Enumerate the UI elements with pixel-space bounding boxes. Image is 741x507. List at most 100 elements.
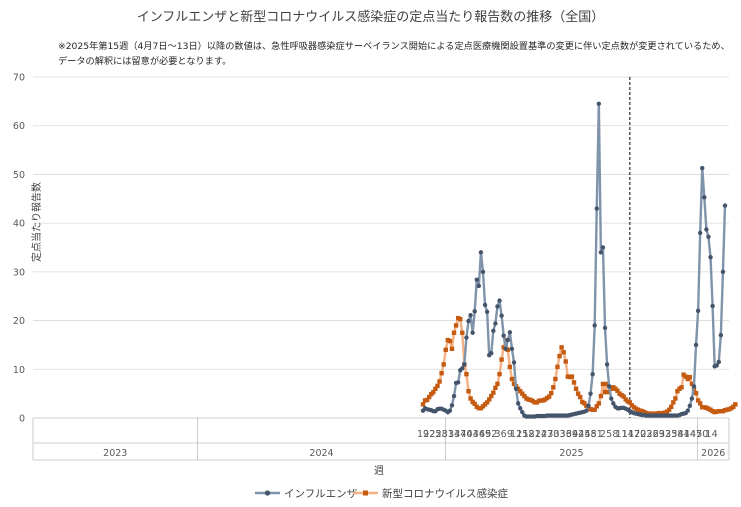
data-point-covid [458, 316, 463, 322]
x-tick-label: 23 [640, 429, 652, 440]
data-point-influenza [604, 362, 610, 367]
plot-area [420, 77, 738, 419]
data-point-influenza [468, 313, 473, 318]
x-tick-label: 45 [578, 429, 590, 440]
data-point-covid [594, 404, 599, 409]
data-point-covid [557, 353, 562, 359]
data-point-influenza [505, 337, 511, 343]
data-point-influenza [611, 401, 616, 406]
data-point-covid [439, 370, 444, 376]
data-point-covid [468, 396, 473, 401]
x-tick-label: 20 [634, 429, 646, 440]
data-point-influenza [722, 203, 728, 208]
chart-title: インフルエンザと新型コロナウイルス感染症の定点当たり報告数の推移（全国） [136, 10, 605, 25]
data-point-covid [596, 401, 602, 406]
x-tick-label: 40 [460, 429, 472, 440]
legend: インフルエンザ 新型コロナウイルス感染症 [255, 487, 508, 500]
legend-label-influenza: インフルエンザ [284, 488, 358, 500]
data-point-influenza [470, 330, 475, 335]
data-point-influenza [464, 335, 469, 340]
chart-note-line-1: ※2025年第15週（4月7日～13日）以降の数値は、急性呼吸器感染症サーベイラ… [58, 41, 730, 52]
data-point-influenza [704, 227, 709, 232]
data-point-influenza [710, 303, 715, 309]
x-tick-label: 34 [448, 429, 460, 440]
x-tick-label: 1 [705, 429, 711, 440]
data-point-covid [582, 401, 587, 406]
data-point-influenza [695, 308, 701, 314]
data-point-influenza [451, 393, 457, 399]
data-point-covid [424, 397, 430, 403]
data-point-influenza [598, 250, 604, 255]
data-point-covid [495, 381, 500, 387]
data-point-covid [553, 376, 558, 382]
x-tick-label: 36 [560, 429, 572, 440]
x-tick-label: 11 [616, 429, 628, 440]
data-point-covid [569, 374, 575, 379]
data-point-covid [511, 381, 517, 387]
data-point-influenza [689, 396, 695, 401]
data-point-covid [522, 393, 527, 399]
x-tick-label: 12 [510, 429, 522, 440]
x-tick-label: 49 [479, 429, 491, 440]
data-point-covid [679, 385, 684, 390]
data-point-covid [484, 400, 490, 405]
x-tick-label: 28 [436, 429, 448, 440]
data-point-influenza [606, 384, 612, 389]
data-point-covid [549, 390, 554, 396]
data-point-influenza [697, 230, 703, 236]
x-tick-label: 50 [696, 429, 708, 440]
data-point-covid [447, 338, 453, 344]
data-point-covid [466, 389, 471, 394]
x-tick-label: 32 [659, 429, 671, 440]
data-point-influenza [489, 351, 494, 356]
gridlines [33, 76, 729, 419]
data-point-covid [673, 396, 678, 401]
x-tick-label: 46 [473, 429, 485, 440]
data-point-influenza [718, 332, 724, 338]
data-point-influenza [588, 391, 593, 396]
data-point-influenza [594, 206, 599, 211]
data-point-covid [460, 330, 465, 335]
data-point-influenza [501, 333, 506, 338]
data-point-covid [683, 374, 688, 379]
data-point-influenza [590, 371, 595, 377]
data-point-influenza [472, 309, 477, 314]
data-point-covid [464, 371, 469, 377]
data-point-covid [604, 381, 610, 387]
data-point-influenza [503, 346, 508, 352]
data-point-covid [497, 371, 502, 377]
data-point-covid [441, 362, 446, 367]
x-tick-label: 29 [653, 429, 665, 440]
data-point-influenza [478, 250, 484, 255]
data-point-influenza [596, 101, 602, 106]
x-tick-label: 17 [628, 429, 640, 440]
data-point-influenza [476, 283, 482, 289]
y-tick-label: 60 [13, 121, 25, 132]
x-tick-label: 21 [529, 429, 541, 440]
data-point-covid [501, 345, 506, 350]
data-point-covid [733, 402, 738, 407]
data-point-influenza [449, 403, 455, 408]
series-covid [420, 315, 738, 417]
y-tick-label: 0 [19, 414, 25, 425]
data-point-covid [573, 386, 579, 391]
data-point-influenza [600, 245, 606, 250]
data-point-covid [451, 330, 457, 335]
data-point-influenza [493, 321, 498, 326]
x-tick-label: 48 [585, 429, 597, 440]
data-point-influenza [466, 318, 471, 324]
data-point-covid [559, 345, 564, 350]
x-tick-label: 24 [535, 429, 547, 440]
data-point-influenza [602, 325, 608, 331]
data-point-influenza [511, 360, 517, 365]
data-point-influenza [462, 362, 467, 367]
data-point-covid [489, 393, 494, 399]
x-tick-label: 18 [522, 429, 534, 440]
legend-marker-influenza [264, 490, 271, 496]
data-point-influenza [687, 403, 693, 409]
data-point-covid [615, 388, 620, 393]
data-point-influenza [716, 359, 721, 365]
data-point-covid [491, 390, 496, 395]
